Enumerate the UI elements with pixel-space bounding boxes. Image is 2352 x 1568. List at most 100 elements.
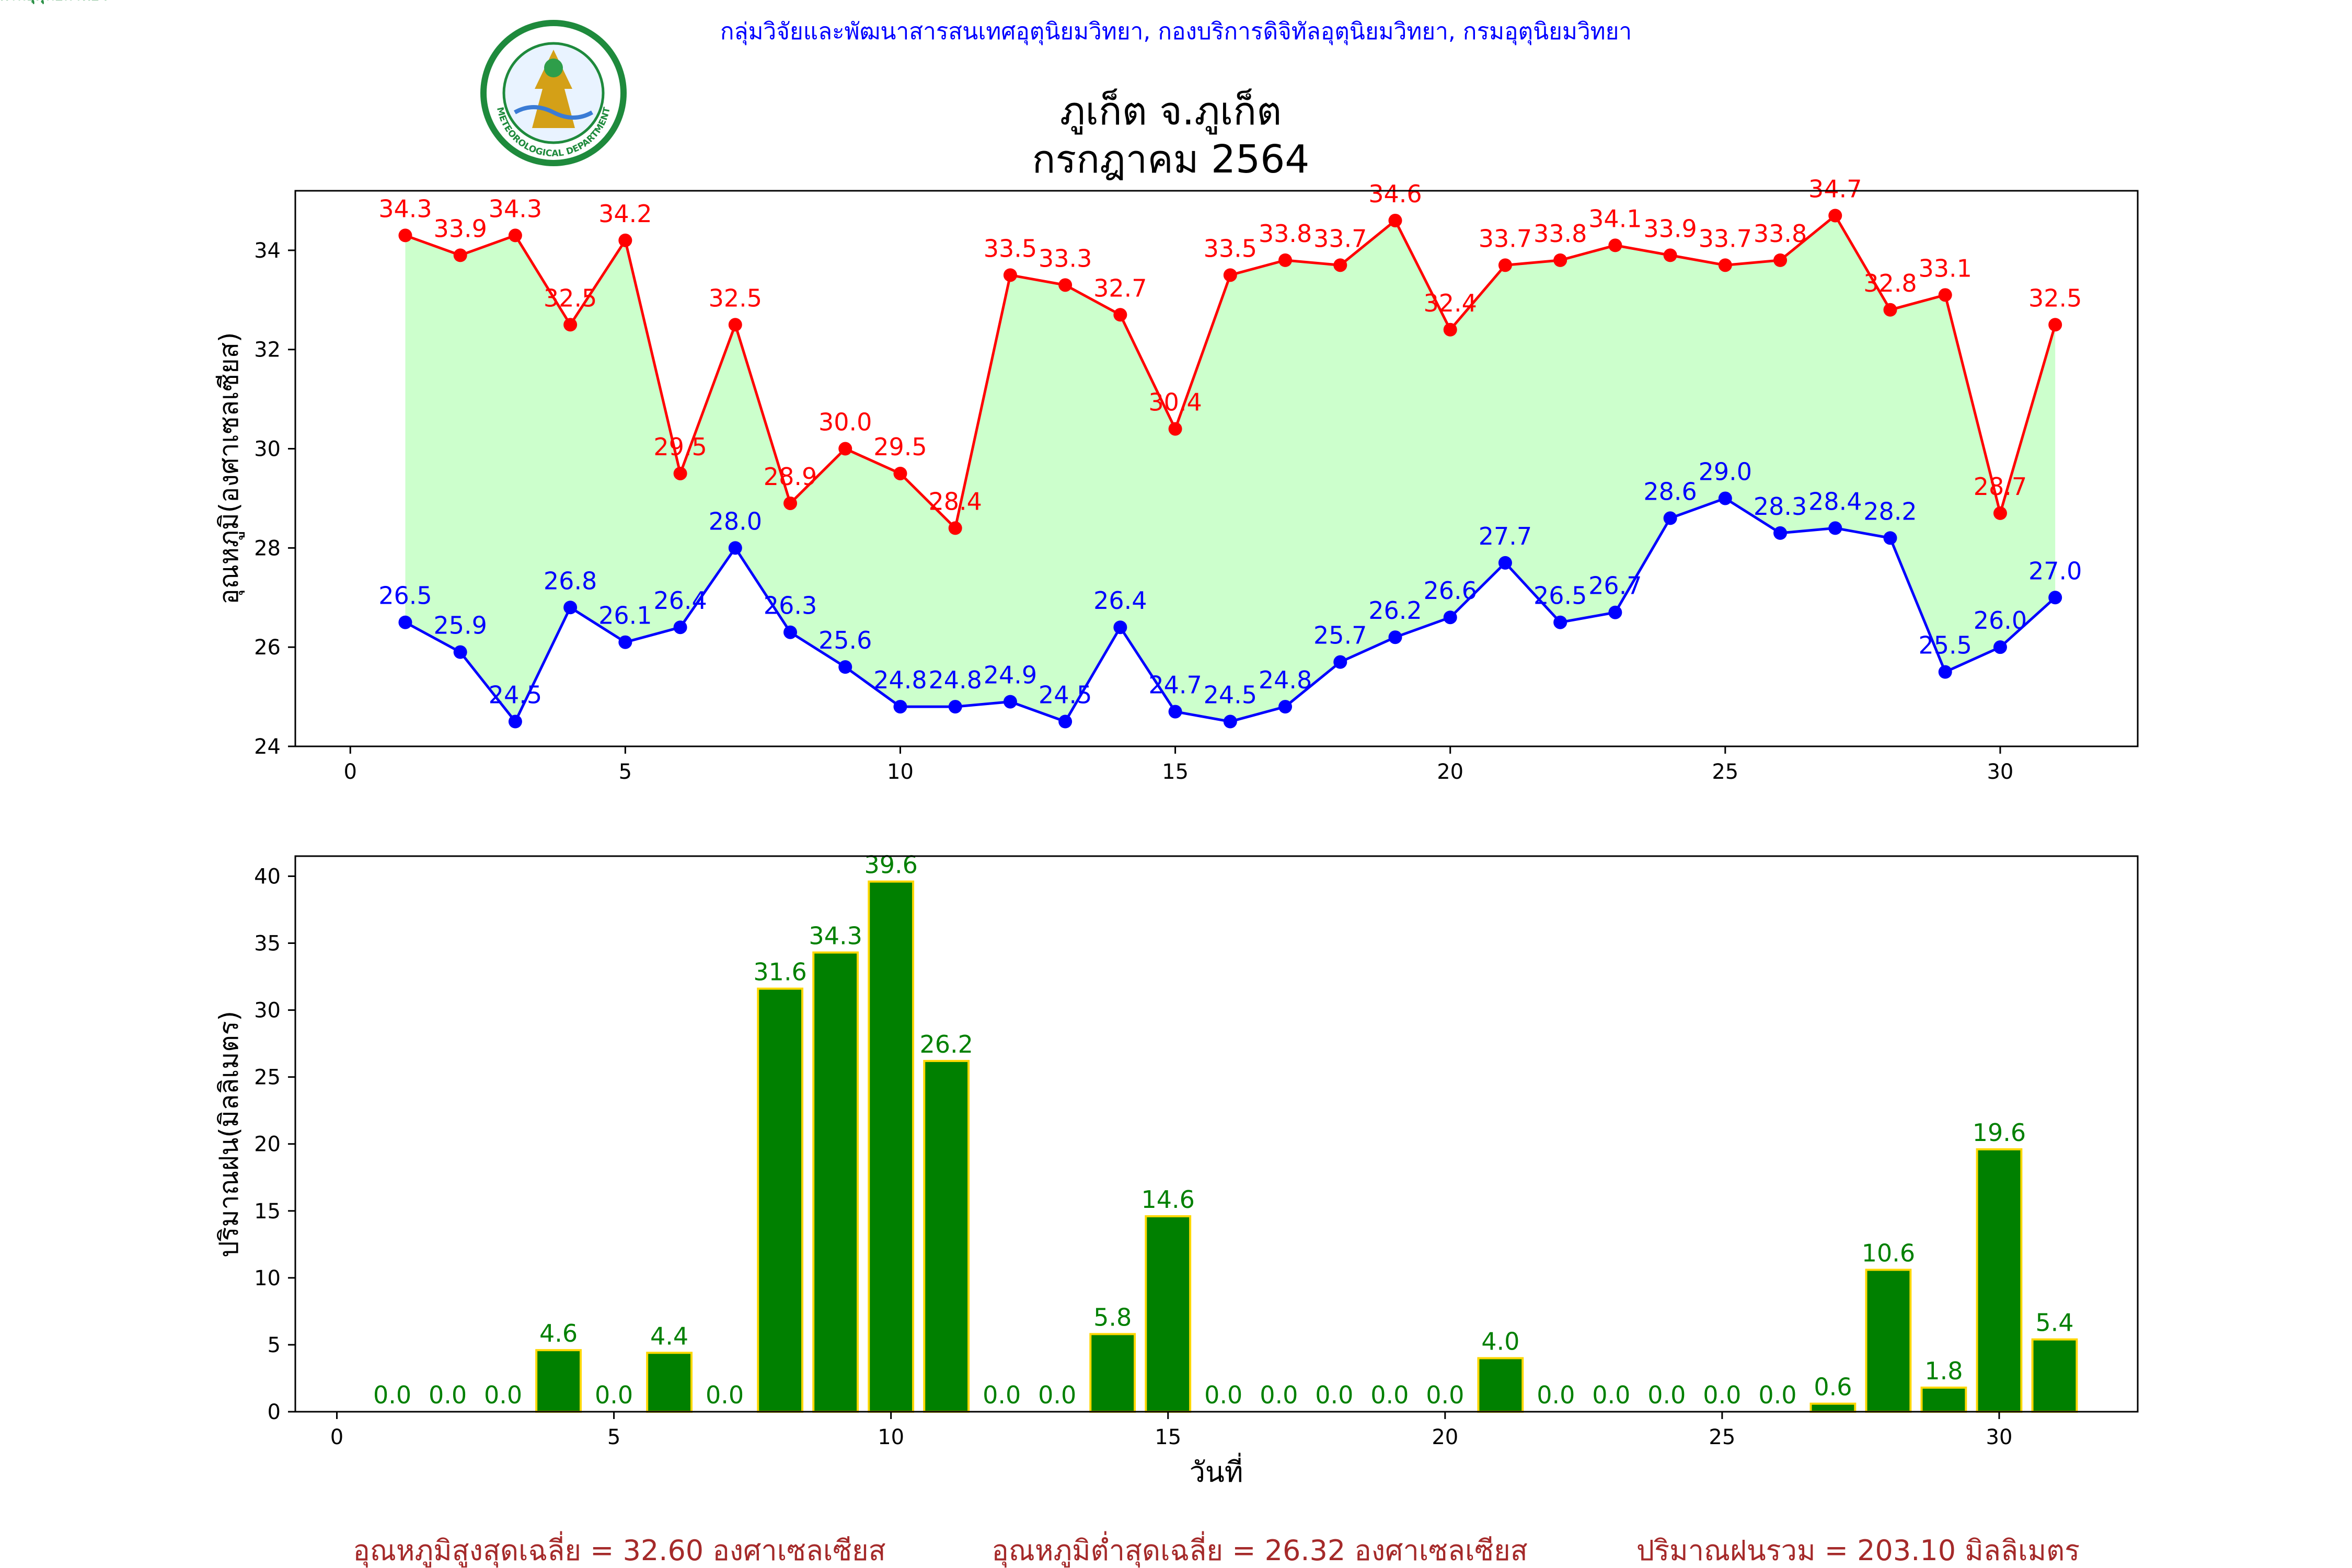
y-tick-label: 24 — [254, 735, 281, 759]
rain-value-label: 31.6 — [753, 958, 806, 986]
max-temp-label: 34.3 — [378, 194, 432, 223]
rain-bar — [1976, 1148, 2023, 1413]
y-tick-label: 40 — [254, 864, 281, 889]
rainfall-x-axis: 0 5 10 15 20 25 30 — [330, 1412, 2013, 1449]
rain-value-label: 0.0 — [983, 1381, 1021, 1409]
max-temp-point — [783, 496, 798, 510]
min-temp-point — [893, 700, 907, 714]
max-temp-point — [1608, 238, 1622, 252]
max-temp-label: 32.8 — [1863, 269, 1917, 297]
min-temp-point — [1718, 491, 1732, 505]
max-temp-label: 30.4 — [1148, 388, 1202, 417]
min-temp-point — [2048, 591, 2062, 605]
x-tick-label: 30 — [1987, 760, 2013, 784]
max-temp-point — [1223, 268, 1237, 282]
rain-value-label: 0.0 — [484, 1381, 522, 1409]
rain-value-label: 0.0 — [595, 1381, 633, 1409]
max-temp-label: 28.9 — [764, 463, 817, 491]
rain-value-label: 0.0 — [706, 1381, 744, 1409]
rain-value-label: 0.0 — [1370, 1381, 1409, 1409]
rain-value-label: 39.6 — [864, 851, 917, 879]
min-temp-point — [838, 660, 852, 674]
rain-value-label: 19.6 — [1973, 1119, 2026, 1147]
min-temp-label: 25.5 — [1919, 631, 1972, 660]
max-temp-point — [508, 228, 522, 243]
max-temp-point — [618, 233, 632, 247]
y-tick-label: 34 — [254, 239, 281, 263]
min-temp-point — [1113, 620, 1127, 635]
min-temp-label: 28.6 — [1643, 477, 1697, 505]
max-temp-label: 33.8 — [1754, 220, 1807, 248]
rain-value-label: 0.0 — [1038, 1381, 1076, 1409]
rain-bar — [1809, 1402, 1857, 1413]
max-temp-point — [1388, 213, 1402, 227]
max-temp-label: 33.8 — [1534, 220, 1587, 248]
min-temp-label: 24.8 — [873, 666, 927, 694]
max-temp-label: 34.1 — [1588, 204, 1642, 233]
rain-value-label: 0.0 — [1758, 1381, 1796, 1409]
min-temp-point — [1388, 630, 1402, 644]
x-tick-label: 0 — [343, 760, 356, 784]
max-temp-label: 33.8 — [1259, 220, 1312, 248]
rain-bar — [1089, 1333, 1136, 1413]
min-temp-label: 26.1 — [598, 602, 652, 630]
min-temp-point — [1938, 665, 1952, 679]
min-temp-label: 26.5 — [1534, 582, 1587, 610]
rain-value-label: 4.4 — [650, 1322, 688, 1350]
rain-value-label: 0.6 — [1814, 1373, 1852, 1401]
temperature-fill-area — [405, 215, 2056, 722]
max-temp-label: 29.5 — [873, 433, 927, 461]
max-temp-label: 33.1 — [1919, 254, 1972, 282]
min-temp-label: 25.6 — [818, 626, 872, 654]
min-temp-label: 28.4 — [1808, 487, 1862, 515]
x-tick-label: 30 — [1986, 1425, 2013, 1449]
max-temp-label: 32.5 — [2028, 284, 2082, 312]
min-temp-label: 26.4 — [1093, 586, 1147, 615]
min-temp-label: 24.5 — [1039, 681, 1092, 709]
min-temp-label: 24.8 — [928, 666, 982, 694]
rain-bar — [1865, 1269, 1912, 1413]
meteorological-department-logo: กรมอุตุนิยมวิทยา METEOROLOGICAL DEPARTME… — [0, 0, 627, 166]
rain-bar — [1145, 1215, 1192, 1413]
rainfall-labels: 0.0 0.0 0.0 4.6 0.0 4.4 0.0 31.634.3 39.6 26.2 0.0… — [373, 851, 2074, 1409]
max-temp-point — [838, 442, 852, 456]
min-temp-label: 27.7 — [1479, 522, 1532, 550]
x-tick-label: 5 — [607, 1425, 620, 1449]
max-temp-point — [1058, 278, 1073, 292]
temperature-plot-frame — [294, 190, 2139, 747]
max-temp-point — [948, 521, 962, 535]
max-temp-point — [398, 228, 412, 243]
min-temp-label: 26.0 — [1974, 606, 2027, 635]
x-tick-label: 15 — [1155, 1425, 1181, 1449]
min-temp-point — [1498, 556, 1512, 570]
min-temp-label: 26.5 — [378, 582, 432, 610]
x-tick-label: 10 — [878, 1425, 904, 1449]
x-tick-label: 20 — [1432, 1425, 1458, 1449]
min-temp-label: 28.0 — [709, 507, 762, 535]
rain-bar — [812, 951, 859, 1413]
temperature-labels: 34.333.934.332.534.229.532.528.930.029.5… — [378, 175, 2082, 709]
max-temp-point — [1113, 308, 1127, 322]
min-temp-point — [1773, 526, 1788, 540]
rain-value-label: 0.0 — [1204, 1381, 1242, 1409]
max-temp-label: 33.5 — [984, 234, 1037, 262]
avg-min-temp-summary: อุณหภูมิต่ำสุดเฉลี่ย = 26.32 องศาเซลเซีย… — [991, 1531, 1527, 1568]
logo-head-icon — [544, 59, 563, 77]
min-temp-point — [563, 601, 578, 615]
min-temp-point — [1223, 714, 1237, 729]
min-temp-label: 26.3 — [764, 592, 817, 620]
max-temp-label: 34.3 — [489, 194, 542, 223]
min-temp-point — [1883, 531, 1897, 545]
temperature-y-axis-label: อุณหภูมิ(องศาเซลเซียส) — [214, 332, 245, 604]
max-temp-label: 33.9 — [1643, 214, 1697, 243]
max-temp-point — [1663, 248, 1677, 262]
rain-value-label: 4.0 — [1481, 1328, 1519, 1356]
max-temp-label: 33.7 — [1479, 224, 1532, 252]
rain-bar — [757, 987, 804, 1413]
temperature-points — [398, 209, 2062, 729]
min-temp-point — [618, 635, 632, 649]
y-tick-label: 35 — [254, 931, 281, 955]
max-temp-point — [563, 318, 578, 332]
max-temp-point — [1278, 253, 1293, 267]
rain-bar — [868, 880, 915, 1413]
